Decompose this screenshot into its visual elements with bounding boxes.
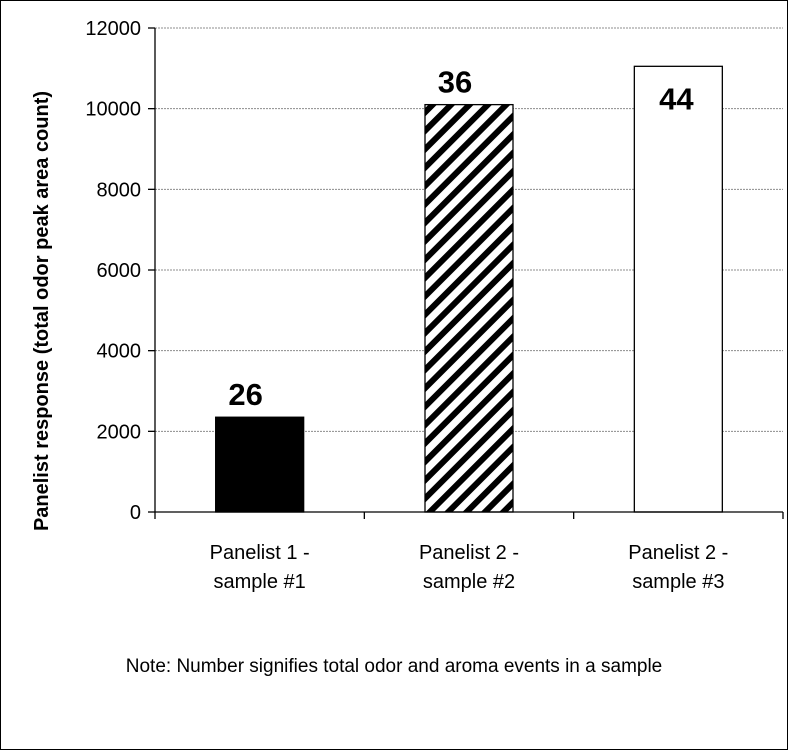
data-label: 44	[659, 81, 694, 116]
bar	[424, 103, 514, 513]
labels: 0 2000 4000 6000 8000 10000 12000 26 Panelist 1 …	[85, 18, 728, 593]
axes	[148, 27, 784, 519]
y-tick-label: 0	[130, 502, 141, 524]
y-tick-label: 4000	[97, 341, 142, 363]
y-tick-label: 2000	[97, 421, 142, 443]
x-tick-label: sample #1	[214, 571, 306, 593]
y-tick-label: 8000	[97, 179, 142, 201]
y-tick-label: 10000	[85, 99, 141, 121]
chart-note: Note: Number signifies total odor and ar…	[125, 656, 663, 677]
y-tick-label: 6000	[97, 260, 142, 282]
y-axis-label: Panelist response (total odor peak area …	[31, 91, 53, 531]
bar	[633, 65, 723, 513]
x-tick-label: Panelist 1 -	[210, 542, 310, 564]
data-label: 26	[228, 377, 262, 412]
data-label: 36	[438, 65, 472, 100]
bar	[215, 416, 305, 513]
y-tick-label: 12000	[85, 18, 141, 40]
x-tick-label: sample #3	[632, 571, 724, 593]
x-tick-label: sample #2	[423, 571, 515, 593]
x-tick-label: Panelist 2 -	[419, 542, 519, 564]
x-tick-label: Panelist 2 -	[628, 542, 728, 564]
bars	[215, 65, 723, 513]
